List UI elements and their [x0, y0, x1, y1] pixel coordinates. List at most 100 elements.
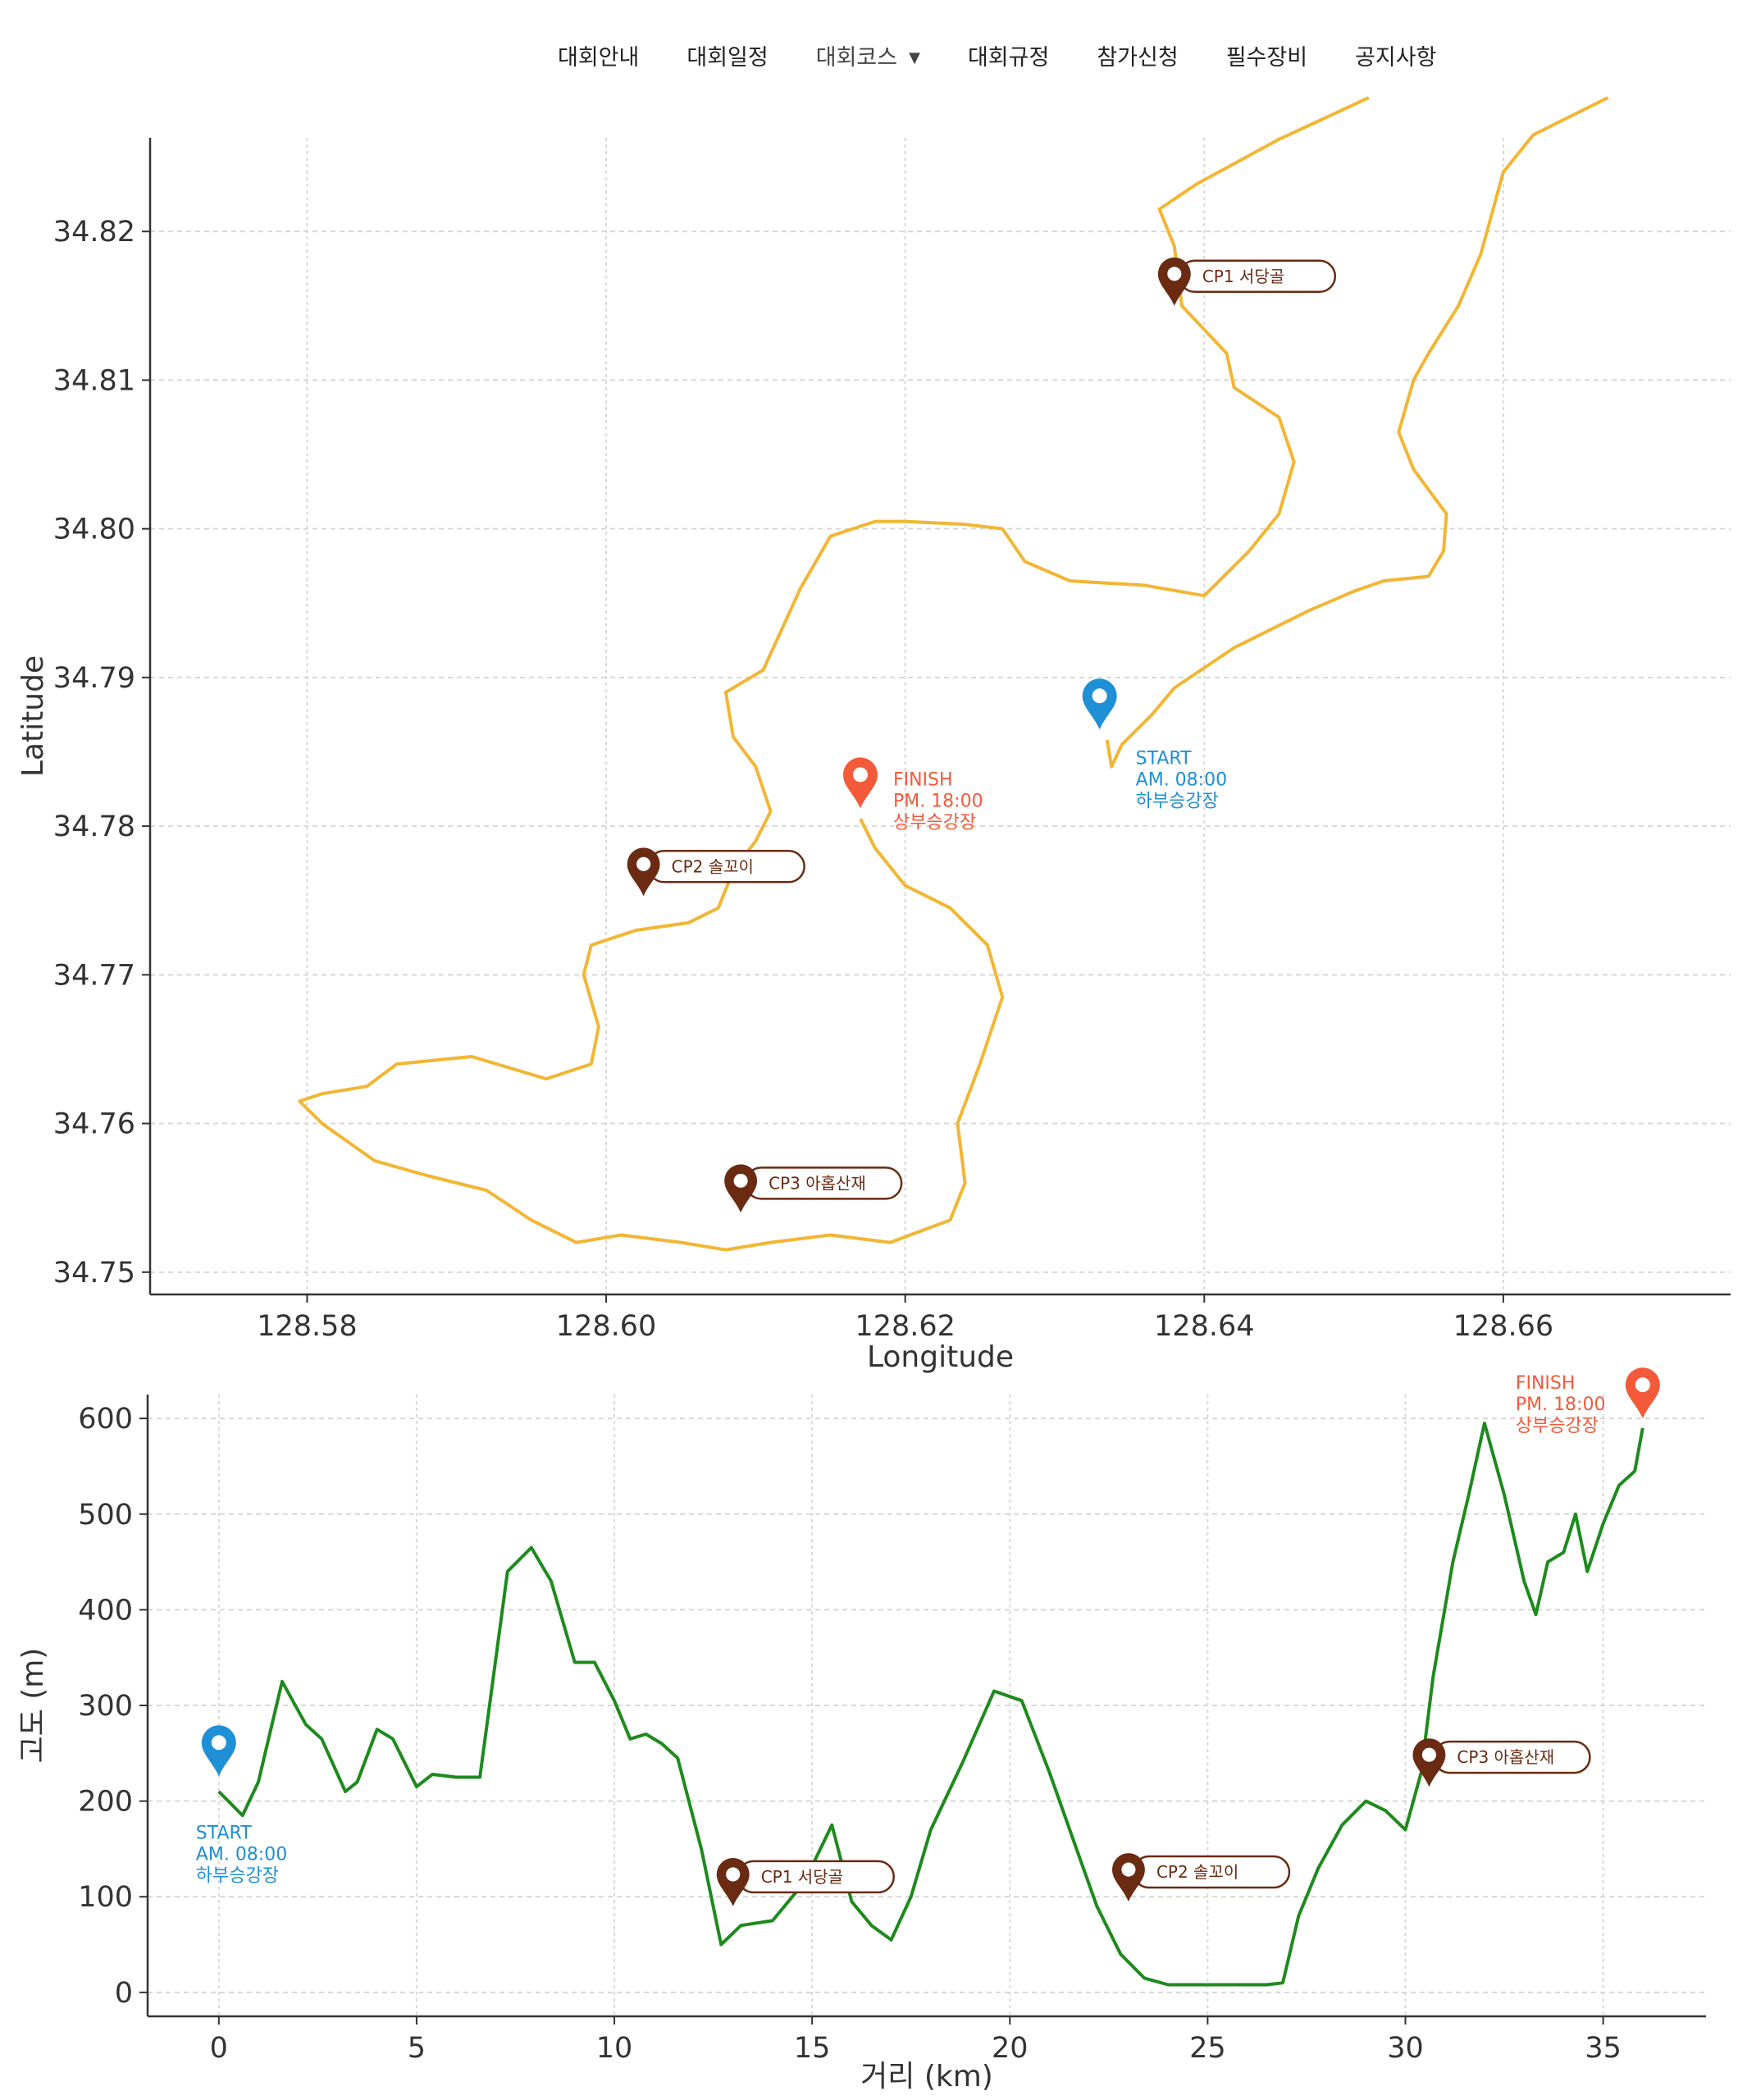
y-tick-label: 34.78	[53, 810, 135, 843]
map-pin-body	[627, 847, 660, 897]
map-pin-body	[842, 757, 878, 809]
map-pin-hole	[1121, 1862, 1136, 1877]
x-tick-label: 0	[210, 2032, 228, 2065]
map-pin-hole	[726, 1867, 741, 1882]
x-tick-label: 10	[596, 2032, 633, 2065]
checkpoint-marker	[1157, 257, 1191, 306]
y-tick-label: 34.80	[53, 514, 135, 546]
y-tick-label: 500	[78, 1499, 133, 1532]
y-tick-label: 34.79	[53, 662, 135, 695]
start-annotation-line: START	[196, 1823, 252, 1843]
finish-annotation-line: PM. 18:00	[893, 791, 983, 811]
finish-annotation-line: 상부승강장	[1516, 1416, 1599, 1436]
start-annotation-line: 하부승강장	[1136, 791, 1219, 811]
finish-annotation-line: FINISH	[1516, 1373, 1576, 1394]
x-tick-label: 128.62	[855, 1310, 955, 1343]
x-tick-label: 20	[992, 2032, 1029, 2065]
nav-item-rules[interactable]: 대회규정	[967, 45, 1050, 71]
checkpoint-marker	[716, 1857, 750, 1906]
checkpoint-label: CP3 아홉산재	[1433, 1740, 1591, 1774]
map-pin-body	[1157, 257, 1191, 306]
nav-item-notices[interactable]: 공지사항	[1355, 45, 1437, 71]
map-pin-hole	[852, 767, 868, 783]
chevron-down-icon: ▼	[909, 49, 920, 66]
map-pin-hole	[1167, 267, 1182, 281]
x-tick-label: 15	[794, 2032, 831, 2065]
map-pin-body	[201, 1725, 236, 1777]
map-pin-hole	[1421, 1747, 1436, 1762]
x-tick-label: 128.66	[1453, 1310, 1553, 1343]
nav-item-course-label: 대회코스	[815, 45, 898, 71]
y-tick-label: 200	[78, 1786, 133, 1819]
checkpoint-marker	[724, 1164, 758, 1213]
nav-item-course[interactable]: 대회코스 ▼	[816, 39, 920, 71]
course-map-chart: 128.58 128.60 128.62 128.64 128.66 34.75 34.76…	[16, 96, 1731, 1374]
checkpoint-label-text: CP3 아홉산재	[1457, 1747, 1554, 1767]
checkpoint-label-text: CP2 솔꼬이	[672, 856, 754, 876]
finish-annotation-line: 상부승강장	[893, 812, 976, 833]
map-pin-body	[716, 1857, 750, 1906]
x-tick-label: 30	[1387, 2032, 1424, 2065]
nav-item-equipment[interactable]: 필수장비	[1225, 45, 1308, 71]
y-tick-label: 100	[78, 1881, 133, 1914]
finish-marker	[842, 757, 878, 809]
nav-item-schedule[interactable]: 대회일정	[686, 45, 769, 71]
map-pin-body	[1412, 1738, 1446, 1787]
checkpoint-label: CP3 아홉산재	[744, 1166, 903, 1200]
x-axis-label: 거리 (km)	[860, 2060, 993, 2093]
y-axis-label: 고도 (m)	[16, 1648, 50, 1764]
y-tick-label: 300	[78, 1690, 133, 1723]
x-tick-label: 25	[1189, 2032, 1226, 2065]
checkpoint-label: CP2 솔꼬이	[647, 850, 805, 883]
x-axis-label: Longitude	[867, 1340, 1014, 1374]
checkpoint-label-text: CP1 서당골	[761, 1867, 843, 1887]
checkpoint-label: CP1 서당골	[737, 1860, 895, 1894]
top-navigation: 대회안내 대회일정 대회코스 ▼ 대회규정 참가신청 필수장비 공지사항	[0, 0, 1747, 115]
elevation-profile-chart: 0 5 10 15 20 25 30 35 0 100 200 300 400 500 600 거리 (km)…	[16, 1367, 1706, 2093]
start-annotation-line: AM. 08:00	[196, 1844, 287, 1865]
y-tick-label: 400	[78, 1594, 133, 1627]
map-pin-body	[1082, 678, 1117, 730]
start-marker	[1082, 678, 1117, 730]
y-tick-label: 34.76	[53, 1108, 135, 1141]
finish-marker	[1625, 1367, 1660, 1419]
finish-annotation-line: PM. 18:00	[1516, 1395, 1606, 1415]
series-line-0	[1105, 96, 1609, 769]
map-pin-hole	[211, 1735, 226, 1751]
checkpoint-marker	[1412, 1738, 1446, 1787]
map-pin-body	[724, 1164, 758, 1213]
start-annotation-line: AM. 08:00	[1136, 769, 1227, 790]
y-tick-label: 0	[115, 1977, 133, 2010]
nav-menu: 대회안내 대회일정 대회코스 ▼ 대회규정 참가신청 필수장비 공지사항	[558, 39, 1484, 71]
checkpoint-label-text: CP3 아홉산재	[769, 1173, 866, 1193]
series-line-0	[217, 1422, 1644, 1987]
checkpoint-label-text: CP1 서당골	[1202, 267, 1284, 286]
start-annotation-line: 하부승강장	[196, 1865, 279, 1886]
y-tick-label: 34.81	[53, 364, 135, 397]
nav-item-register[interactable]: 참가신청	[1097, 45, 1179, 71]
checkpoint-label: CP1 서당골	[1178, 259, 1337, 294]
map-pin-hole	[733, 1173, 748, 1188]
map-pin-hole	[636, 856, 651, 871]
y-tick-label: 600	[78, 1403, 133, 1436]
y-axis-label: Latitude	[16, 655, 50, 777]
checkpoint-label: CP2 솔꼬이	[1132, 1855, 1291, 1889]
y-tick-label: 34.75	[53, 1257, 135, 1290]
checkpoint-marker	[1111, 1853, 1145, 1902]
map-pin-hole	[1092, 688, 1107, 704]
x-tick-label: 5	[408, 2032, 426, 2065]
nav-item-intro[interactable]: 대회안내	[558, 45, 640, 71]
x-tick-label: 128.60	[556, 1310, 656, 1343]
checkpoint-marker	[627, 847, 660, 897]
checkpoint-label-text: CP2 솔꼬이	[1156, 1862, 1238, 1882]
x-tick-label: 35	[1585, 2032, 1622, 2065]
x-tick-label: 128.58	[257, 1310, 357, 1343]
x-tick-label: 128.64	[1154, 1310, 1254, 1343]
finish-annotation-line: FINISH	[893, 769, 953, 790]
map-pin-hole	[1635, 1377, 1650, 1393]
start-marker	[201, 1725, 236, 1777]
y-tick-label: 34.77	[53, 959, 135, 992]
series-line-1	[298, 96, 1370, 1252]
start-annotation-line: START	[1136, 748, 1192, 769]
map-pin-body	[1625, 1367, 1660, 1419]
